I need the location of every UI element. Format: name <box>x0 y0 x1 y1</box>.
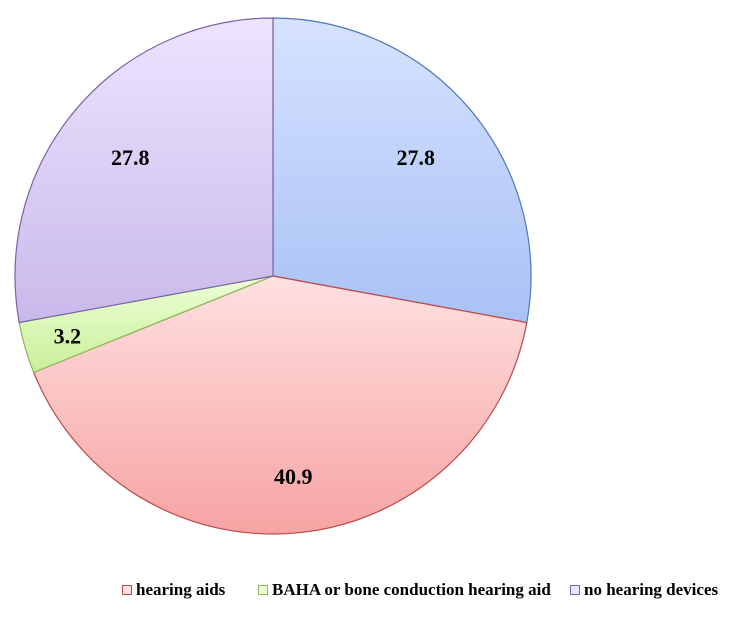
legend-item-no-hearing-devices: no hearing devices <box>570 580 718 600</box>
legend-item-hearing-aids: hearing aids <box>122 580 225 600</box>
legend-swatch-baha <box>258 585 268 595</box>
data-label-4: 27.8 <box>111 145 150 170</box>
pie-chart: 27.8 40.9 3.2 27.8 <box>14 17 532 535</box>
legend-label-baha: BAHA or bone conduction hearing aid <box>272 580 551 599</box>
data-label-2: 40.9 <box>274 464 313 489</box>
pie-slice-1 <box>272 17 532 324</box>
pie-slice-4 <box>14 17 274 324</box>
pie-slice-2 <box>32 275 528 535</box>
data-label-1: 27.8 <box>396 145 435 170</box>
legend: hearing aids BAHA or bone conduction hea… <box>0 580 753 610</box>
legend-swatch-hearing-aids <box>122 585 132 595</box>
legend-label-no-hearing-devices: no hearing devices <box>584 580 719 599</box>
legend-label-hearing-aids: hearing aids <box>136 580 226 599</box>
legend-item-baha: BAHA or bone conduction hearing aid <box>258 580 551 600</box>
data-label-3: 3.2 <box>54 324 82 349</box>
legend-swatch-no-hearing-devices <box>570 585 580 595</box>
